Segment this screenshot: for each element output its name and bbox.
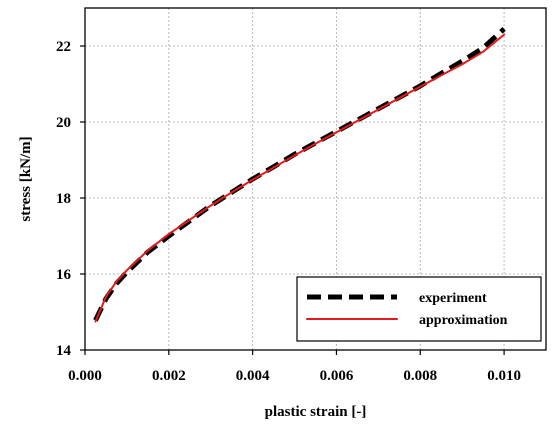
series-layer (93, 27, 506, 323)
legend-label-experiment: experiment (419, 291, 487, 306)
y-tick-label-1: 16 (56, 267, 72, 283)
y-tick-label-0: 14 (56, 343, 72, 359)
x-tick-label-0: 0.000 (68, 368, 102, 384)
legend-label-approximation: approximation (419, 313, 508, 328)
ticks: 0.000 0.002 0.004 0.006 0.008 0.010 14 16 18 20 22 (56, 39, 521, 384)
x-tick-label-5: 0.010 (487, 368, 521, 384)
series-line-approximation (94, 33, 506, 323)
y-tick-label-2: 18 (56, 191, 71, 207)
x-tick-label-1: 0.002 (152, 368, 186, 384)
x-tick-label-4: 0.008 (403, 368, 437, 384)
x-axis-title: plastic strain [-] (265, 404, 367, 420)
y-axis-title: stress [kN/m] (18, 136, 34, 221)
legend-box (296, 276, 542, 342)
y-tick-label-4: 22 (56, 39, 71, 55)
x-tick-label-2: 0.004 (236, 368, 270, 384)
series-line-experiment (93, 27, 506, 322)
y-tick-label-3: 20 (56, 115, 71, 131)
legend: experiment approximation (296, 276, 542, 342)
plot-frame (84, 7, 547, 351)
x-tick-label-3: 0.006 (320, 368, 354, 384)
